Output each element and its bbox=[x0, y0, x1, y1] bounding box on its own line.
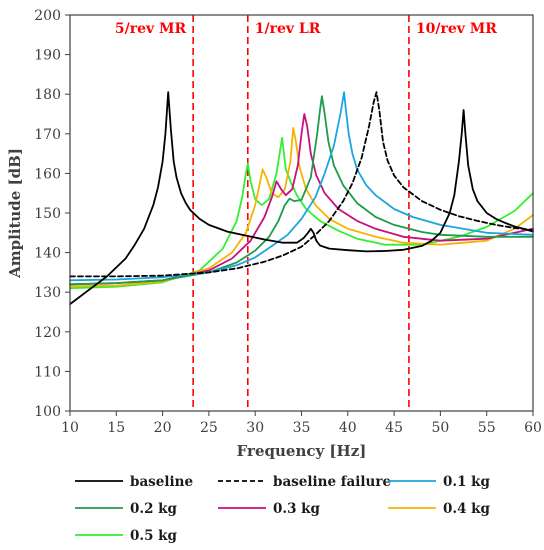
y-axis-ticks: 100 110 120 130 140 150 160 170 180 190 200 bbox=[34, 8, 70, 420]
series-line bbox=[69, 91, 534, 278]
series-line bbox=[69, 136, 534, 290]
x-tick-label: 50 bbox=[431, 420, 449, 436]
y-tick-label: 150 bbox=[34, 206, 61, 222]
annotation-label: 10/rev MR bbox=[416, 21, 497, 37]
series-line bbox=[69, 127, 534, 288]
legend-label: 0.3 kg bbox=[273, 501, 321, 517]
legend-label: 0.5 kg bbox=[130, 528, 178, 544]
series-line bbox=[69, 113, 534, 286]
resonance-annotations: 5/rev MR 1/rev LR 10/rev MR bbox=[115, 15, 497, 411]
series-line bbox=[69, 91, 534, 305]
x-tick-label: 15 bbox=[107, 420, 125, 436]
series-line bbox=[69, 95, 534, 286]
series-line bbox=[69, 91, 534, 282]
y-tick-label: 160 bbox=[34, 166, 61, 182]
x-tick-label: 25 bbox=[200, 420, 218, 436]
y-tick-label: 190 bbox=[34, 48, 61, 64]
legend-label: baseline failure bbox=[273, 474, 391, 490]
x-tick-label: 60 bbox=[524, 420, 542, 436]
y-axis-title: Amplitude [dB] bbox=[6, 148, 24, 279]
x-tick-label: 35 bbox=[293, 420, 311, 436]
legend-label: 0.1 kg bbox=[443, 474, 491, 490]
y-tick-label: 120 bbox=[34, 325, 61, 341]
y-tick-label: 170 bbox=[34, 127, 61, 143]
legend-label: 0.2 kg bbox=[130, 501, 178, 517]
legend-label: 0.4 kg bbox=[443, 501, 491, 517]
x-tick-label: 20 bbox=[154, 420, 172, 436]
legend: baseline baseline failure 0.1 kg 0.2 kg 0.3 … bbox=[75, 474, 491, 544]
x-tick-label: 30 bbox=[246, 420, 264, 436]
annotation-label: 1/rev LR bbox=[255, 21, 321, 37]
y-tick-label: 200 bbox=[34, 8, 61, 24]
y-tick-label: 110 bbox=[34, 364, 61, 380]
y-tick-label: 100 bbox=[34, 404, 61, 420]
y-tick-label: 130 bbox=[34, 285, 61, 301]
x-axis-title: Frequency [Hz] bbox=[237, 442, 367, 460]
legend-label: baseline bbox=[130, 474, 193, 490]
x-tick-label: 45 bbox=[385, 420, 403, 436]
y-tick-label: 180 bbox=[34, 87, 61, 103]
x-tick-label: 10 bbox=[61, 420, 79, 436]
y-tick-label: 140 bbox=[34, 246, 61, 262]
x-tick-label: 40 bbox=[339, 420, 357, 436]
plot-area-frame bbox=[69, 14, 534, 412]
x-tick-label: 55 bbox=[478, 420, 496, 436]
annotation-label: 5/rev MR bbox=[115, 21, 187, 37]
series-lines bbox=[69, 91, 534, 305]
x-axis-ticks: 10 15 20 25 30 35 40 45 50 55 60 bbox=[61, 411, 542, 436]
